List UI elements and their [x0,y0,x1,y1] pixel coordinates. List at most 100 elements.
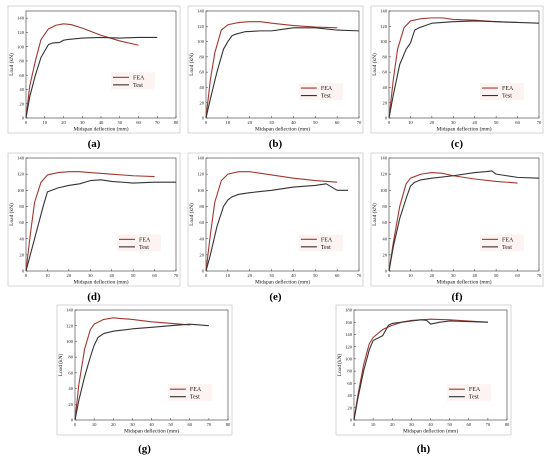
y-tick-label: 160 [345,320,353,325]
y-tick-label: 120 [197,172,205,177]
legend-label-test: Test [139,245,149,251]
x-tick-label: 70 [207,422,212,427]
plot-area [205,157,360,272]
x-tick-label: 50 [494,273,499,278]
x-tick-label: 40 [472,273,477,278]
x-tick-label: 60 [187,422,192,427]
y-tick-label: 80 [19,204,24,209]
x-tick-label: 70 [357,120,362,125]
y-tick-label: 0 [385,116,388,121]
y-tick-label: 80 [68,355,73,360]
y-tick-label: 0 [385,269,388,274]
x-tick-label: 30 [80,120,85,125]
panel-label: (b) [269,138,283,150]
y-tick-label: 20 [19,101,24,106]
y-tick-label: 80 [199,54,204,59]
x-axis-label: Midspan deflection (mm) [255,126,310,133]
y-tick-label: 120 [17,30,25,35]
x-tick-label: 80 [505,422,510,427]
x-tick-label: 50 [494,120,499,125]
plot-area [25,157,177,272]
panel-border [56,304,233,436]
panel-label: (d) [87,291,101,303]
y-tick-label: 140 [197,156,205,161]
x-tick-label: 40 [109,273,114,278]
x-tick-label: 70 [357,273,362,278]
series-line-fea [25,171,155,272]
legend: FEA Test [480,83,524,101]
x-tick-label: 30 [409,422,414,427]
y-tick-label: 40 [19,87,24,92]
plot-area [205,10,360,119]
x-tick-label: 20 [67,273,72,278]
y-tick-label: 140 [380,156,388,161]
x-axis-label: Midspan deflection (mm) [124,428,179,435]
x-tick-label: 20 [247,120,252,125]
x-tick-label: 80 [226,422,231,427]
x-axis-label: Midspan deflection (mm) [73,126,128,133]
y-tick-label: 60 [68,370,73,375]
x-tick-label: 20 [430,120,435,125]
y-tick-label: 0 [350,418,353,423]
y-tick-label: 0 [202,116,205,121]
x-tick-label: 50 [131,273,136,278]
panel-border [370,152,544,287]
series-line-fea [74,317,190,421]
legend-label-fea: FEA [502,86,514,92]
x-tick-label: 10 [408,273,413,278]
series-line-fea [205,21,338,119]
y-tick-label: 80 [347,369,352,374]
y-tick-label: 140 [66,308,74,313]
y-tick-label: 20 [382,252,387,257]
x-tick-label: 30 [451,273,456,278]
x-axis-label: Midspan deflection (mm) [436,279,491,286]
legend: FEA Test [480,234,524,252]
series-line-fea [388,171,518,272]
y-tick-label: 40 [347,393,352,398]
x-tick-label: 10 [408,120,413,125]
x-tick-label: 10 [371,422,376,427]
x-tick-label: 30 [269,120,274,125]
x-tick-label: 80 [174,120,179,125]
panel-border [335,304,512,436]
x-tick-label: 40 [472,120,477,125]
x-tick-label: 60 [335,273,340,278]
series-line-test [353,319,488,421]
legend-label-fea: FEA [190,387,202,393]
x-tick-label: 0 [74,422,77,427]
y-tick-label: 0 [71,418,74,423]
series-line-fea [353,318,488,421]
y-tick-label: 120 [380,24,388,29]
legend-label-test: Test [502,245,512,251]
y-tick-label: 60 [382,70,387,75]
y-tick-label: 20 [199,100,204,105]
y-tick-label: 60 [19,73,24,78]
x-tick-label: 40 [428,422,433,427]
x-tick-label: 20 [247,273,252,278]
x-tick-label: 10 [226,273,231,278]
x-axis-label: Midspan deflection (mm) [403,428,458,435]
chart-panel-1: 0 10 20 30 40 50 60 70 80 0 20 40 60 80 100 120 140 Midsp… [7,5,181,134]
y-tick-label: 120 [380,172,388,177]
x-tick-label: 50 [168,422,173,427]
y-tick-label: 40 [382,85,387,90]
y-tick-label: 120 [17,172,25,177]
x-tick-label: 60 [152,273,157,278]
legend-label-fea: FEA [321,237,333,243]
chart-panel-5: 0 10 20 30 40 50 60 70 0 20 40 60 80 100 120 140 Midspan… [187,152,364,287]
panel-border [370,5,544,134]
x-tick-label: 30 [88,273,93,278]
y-tick-label: 20 [19,252,24,257]
y-tick-label: 20 [68,402,73,407]
x-tick-label: 60 [136,120,141,125]
chart-panel-4: 0 10 20 30 40 50 60 70 0 20 40 60 80 100 120 140 Midspan… [7,152,181,287]
x-tick-label: 0 [25,120,28,125]
y-tick-label: 40 [68,386,73,391]
x-axis-label: Midspan deflection (mm) [436,126,491,133]
x-tick-label: 70 [537,273,542,278]
y-tick-label: 100 [66,339,74,344]
y-tick-label: 60 [19,220,24,225]
x-tick-label: 40 [99,120,104,125]
y-tick-label: 180 [345,308,353,313]
